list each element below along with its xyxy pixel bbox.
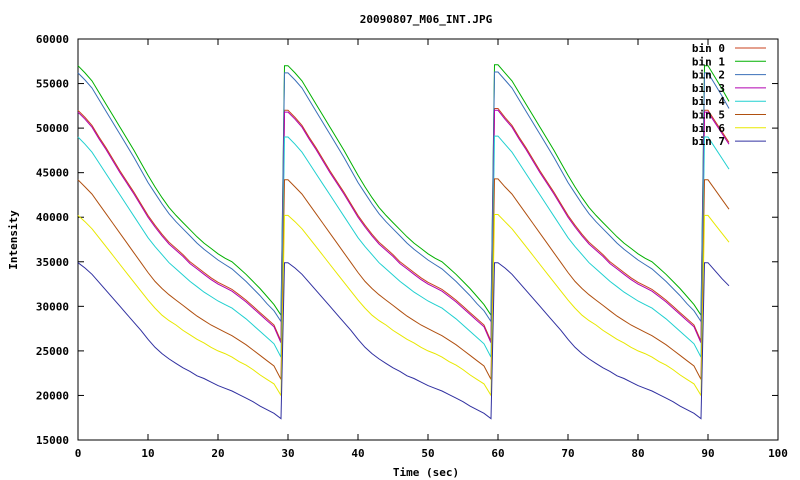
y-tick-label: 40000 — [36, 211, 69, 224]
legend-label: bin 0 — [692, 42, 725, 55]
plot-area — [77, 38, 779, 441]
x-tick-label: 80 — [631, 447, 644, 460]
x-tick-label: 40 — [351, 447, 364, 460]
series-line-bin-7 — [77, 262, 730, 420]
plot-border — [77, 38, 779, 441]
series-line-bin-1 — [77, 64, 730, 317]
series-line-bin-6 — [77, 214, 730, 398]
legend-label: bin 3 — [692, 82, 725, 95]
series-line-bin-5 — [77, 178, 730, 380]
x-tick-label: 30 — [281, 447, 294, 460]
legend-label: bin 2 — [692, 69, 725, 82]
x-tick-label: 20 — [211, 447, 224, 460]
x-tick-label: 70 — [561, 447, 574, 460]
x-axis-title: Time (sec) — [393, 466, 459, 479]
y-axis: 15000 20000 25000 30000 35000 40000 45000 50000… — [36, 33, 778, 447]
series-group — [77, 64, 730, 420]
x-tick-label: 60 — [491, 447, 504, 460]
y-tick-label: 55000 — [36, 78, 69, 91]
y-tick-label: 30000 — [36, 300, 69, 313]
y-axis-title: Intensity — [7, 210, 20, 270]
y-tick-label: 25000 — [36, 345, 69, 358]
legend-label: bin 7 — [692, 135, 725, 148]
legend-label: bin 5 — [692, 109, 725, 122]
y-tick-label: 20000 — [36, 389, 69, 402]
y-tick-label: 15000 — [36, 434, 69, 447]
x-axis: 0 10 20 30 40 50 60 70 80 90 100 — [75, 39, 788, 460]
chart-title: 20090807_M06_INT.JPG — [360, 13, 493, 26]
x-tick-label: 90 — [701, 447, 714, 460]
x-tick-label: 50 — [421, 447, 434, 460]
series-line-bin-2 — [77, 71, 730, 324]
x-tick-label: 100 — [768, 447, 788, 460]
legend-label: bin 1 — [692, 55, 725, 68]
legend-label: bin 4 — [692, 95, 725, 108]
series-line-bin-3 — [77, 109, 730, 344]
y-tick-label: 45000 — [36, 167, 69, 180]
legend-label: bin 6 — [692, 122, 725, 135]
x-tick-label: 10 — [141, 447, 154, 460]
y-tick-label: 60000 — [36, 33, 69, 46]
y-tick-label: 50000 — [36, 122, 69, 135]
series-line-bin-4 — [77, 135, 730, 358]
series-line-bin-0 — [77, 108, 730, 342]
x-tick-label: 0 — [75, 447, 82, 460]
y-tick-label: 35000 — [36, 256, 69, 269]
